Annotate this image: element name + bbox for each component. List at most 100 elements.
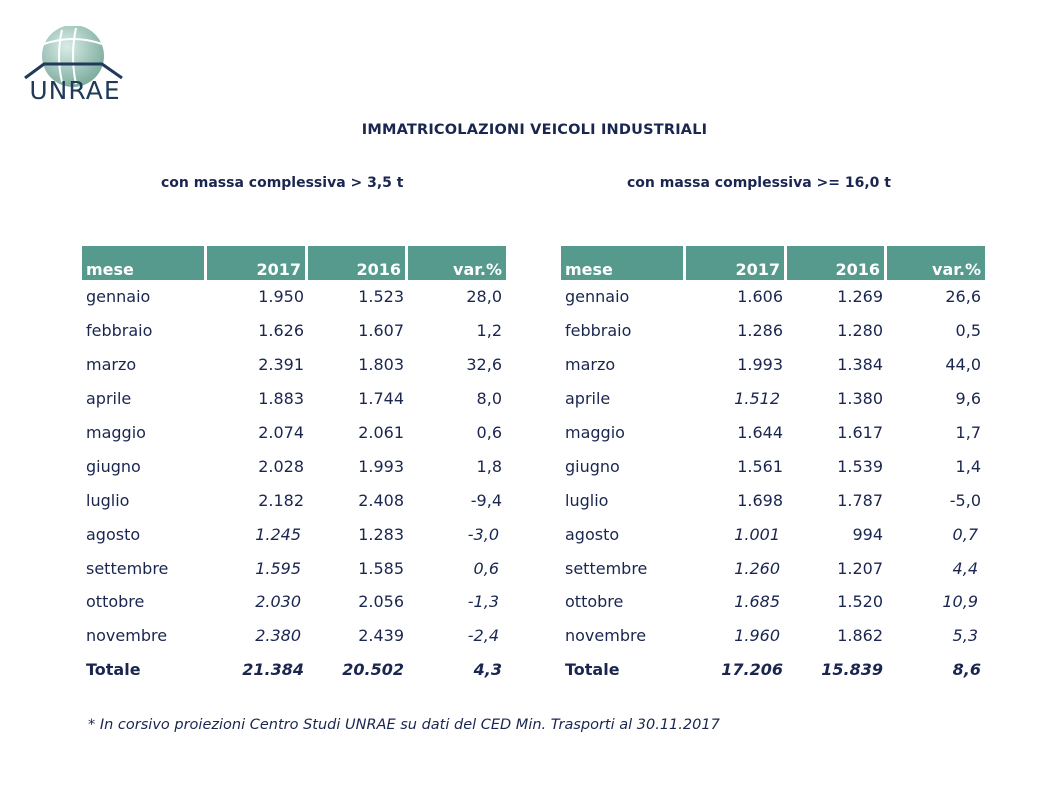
column-header: 2017	[207, 246, 308, 280]
value-cell: 1.644	[737, 423, 783, 442]
footnote: * In corsivo proiezioni Centro Studi UNR…	[88, 717, 720, 733]
table-row: gennaio 1.606 1.269 26,6	[561, 280, 985, 314]
value-cell: 1.803	[358, 355, 404, 375]
right-table-subtitle: con massa complessiva >= 16,0 t	[627, 175, 891, 191]
value-cell: -3,0	[467, 524, 499, 544]
column-header: var.%	[887, 246, 985, 280]
value-cell: 994	[852, 524, 883, 544]
total-row: Totale 21.384 20.502 4,3	[82, 653, 506, 687]
month-cell: maggio	[86, 423, 146, 442]
value-cell: 1.607	[358, 321, 404, 341]
month-cell: agosto	[86, 524, 141, 544]
table-row: maggio 1.644 1.617 1,7	[561, 416, 985, 450]
month-cell: luglio	[86, 490, 130, 510]
value-cell: 1.862	[837, 626, 883, 646]
value-cell: 44,0	[945, 355, 981, 375]
value-cell: 2.380	[255, 626, 301, 646]
month-cell: gennaio	[86, 287, 151, 307]
table-header-row: mese 2017 2016 var.%	[82, 246, 506, 280]
month-cell: maggio	[565, 423, 625, 442]
table-row: giugno 2.028 1.993 1,8	[82, 449, 506, 483]
value-cell: 15.839	[821, 660, 883, 680]
unrae-logo-icon	[24, 25, 123, 87]
value-cell: 1.520	[837, 592, 883, 612]
value-cell: 1.685	[734, 592, 780, 612]
table-row: luglio 2.182 2.408 -9,4	[82, 483, 506, 517]
value-cell: -2,4	[467, 626, 499, 646]
month-cell: febbraio	[565, 321, 632, 341]
value-cell: 1.960	[734, 626, 780, 646]
value-cell: 1,8	[476, 456, 502, 476]
table-row: novembre 1.960 1.862 5,3	[561, 619, 985, 653]
month-cell: giugno	[565, 456, 620, 476]
value-cell: 1.260	[734, 558, 780, 578]
month-cell: luglio	[565, 490, 609, 510]
month-cell: aprile	[86, 389, 132, 409]
value-cell: 2.439	[358, 626, 404, 646]
value-cell: 1.585	[358, 558, 404, 578]
month-cell: Totale	[86, 660, 141, 680]
value-cell: 2.391	[258, 355, 304, 375]
month-cell: settembre	[565, 558, 648, 578]
value-cell: 2.061	[358, 423, 404, 442]
value-cell: 1.626	[258, 321, 304, 341]
table-row: agosto 1.245 1.283 -3,0	[82, 517, 506, 551]
table-row: settembre 1.595 1.585 0,6	[82, 551, 506, 585]
page-title: IMMATRICOLAZIONI VEICOLI INDUSTRIALI	[361, 122, 708, 138]
value-cell: 17.206	[721, 660, 783, 680]
value-cell: 1,2	[476, 321, 502, 341]
value-cell: 26,6	[945, 287, 981, 307]
value-cell: 1.883	[258, 389, 304, 409]
month-cell: marzo	[565, 355, 616, 375]
left-table: mese 2017 2016 var.% gennaio 1.950 1.523 28,0 fe…	[82, 246, 506, 687]
value-cell: -5,0	[949, 490, 981, 510]
table-row: marzo 1.993 1.384 44,0	[561, 348, 985, 382]
value-cell: 1.384	[837, 355, 883, 375]
value-cell: 4,3	[473, 660, 502, 680]
right-table: mese 2017 2016 var.% gennaio 1.606 1.269 26,6 fe…	[561, 246, 985, 687]
table-row: aprile 1.512 1.380 9,6	[561, 382, 985, 416]
value-cell: 1.787	[837, 490, 883, 510]
value-cell: 1,4	[955, 456, 981, 476]
value-cell: 1.207	[837, 558, 883, 578]
value-cell: 1.523	[358, 287, 404, 307]
table-row: novembre 2.380 2.439 -2,4	[82, 619, 506, 653]
logo-text: UNRAE	[29, 76, 121, 105]
value-cell: 2.030	[255, 592, 301, 612]
value-cell: 0,5	[955, 321, 981, 341]
value-cell: 1.993	[737, 355, 783, 375]
value-cell: 1.744	[358, 389, 404, 409]
value-cell: 1.280	[837, 321, 883, 341]
value-cell: 1.595	[255, 558, 301, 578]
table-row: ottobre 1.685 1.520 10,9	[561, 585, 985, 619]
value-cell: 1.539	[837, 456, 883, 476]
value-cell: 0,7	[952, 524, 978, 544]
left-table-subtitle: con massa complessiva > 3,5 t	[161, 175, 404, 191]
table-row: giugno 1.561 1.539 1,4	[561, 449, 985, 483]
value-cell: 2.056	[358, 592, 404, 612]
value-cell: 0,6	[476, 423, 502, 442]
value-cell: 2.028	[258, 456, 304, 476]
value-cell: 1.286	[737, 321, 783, 341]
value-cell: 1.380	[837, 389, 883, 409]
value-cell: 1.698	[737, 490, 783, 510]
value-cell: 1.606	[737, 287, 783, 307]
column-header: 2016	[308, 246, 408, 280]
month-cell: agosto	[565, 524, 620, 544]
column-header: 2016	[787, 246, 887, 280]
table-header-row: mese 2017 2016 var.%	[561, 246, 985, 280]
month-cell: gennaio	[565, 287, 630, 307]
month-cell: ottobre	[565, 592, 624, 612]
value-cell: 9,6	[955, 389, 981, 409]
column-header: mese	[561, 246, 686, 280]
month-cell: giugno	[86, 456, 141, 476]
table-row: settembre 1.260 1.207 4,4	[561, 551, 985, 585]
column-header: var.%	[408, 246, 506, 280]
table-row: aprile 1.883 1.744 8,0	[82, 382, 506, 416]
month-cell: ottobre	[86, 592, 145, 612]
table-row: ottobre 2.030 2.056 -1,3	[82, 585, 506, 619]
table-row: marzo 2.391 1.803 32,6	[82, 348, 506, 382]
table-row: febbraio 1.626 1.607 1,2	[82, 314, 506, 348]
value-cell: 5,3	[952, 626, 978, 646]
value-cell: 1.617	[837, 423, 883, 442]
